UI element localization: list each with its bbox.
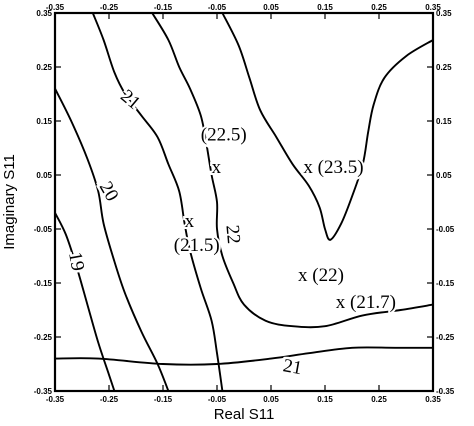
contour-label: 21 [116,86,144,114]
x-tick-label-bottom: 0.15 [317,395,333,404]
contour-labels: 19 20 21 22 21 [62,83,307,382]
x-tick-label-top: 0.05 [263,3,279,12]
x-tick-label-top: -0.15 [154,3,173,12]
y-tick-label-right: 0.35 [436,9,452,18]
contour-line-21 [54,346,434,366]
y-tick-label-left: 0.05 [36,171,52,180]
contour-label: 19 [64,250,88,272]
y-tick-label-left: 0.25 [36,63,52,72]
x-tick-label-bottom: 0.25 [371,395,387,404]
x-tick-label-bottom: -0.15 [154,395,173,404]
point-annotation: (22.5) [201,125,247,146]
contour-line-19 [54,211,116,392]
x-tick-label-bottom: 0.05 [263,395,279,404]
y-tick-label-left: 0.15 [36,117,52,126]
x-tick-label-top: 0.35 [425,3,441,12]
y-tick-label-right: -0.35 [436,387,455,396]
point-annotation: x (23.5) [303,157,363,178]
point-annotation: (21.5) [174,235,220,256]
x-tick-label-top: -0.35 [46,3,65,12]
contour-label: 22 [221,224,244,245]
x-tick-label-top: 0.15 [317,3,333,12]
contour-line-21 [91,12,224,392]
contour-label: 21 [281,355,303,379]
x-tick-label-bottom: -0.05 [208,395,227,404]
x-tick-label-top: -0.25 [100,3,119,12]
contour-lines [54,12,434,392]
axis-ticks: -0.35-0.35-0.25-0.25-0.15-0.15-0.05-0.05… [34,3,455,404]
y-axis-label: Imaginary S11 [1,154,18,250]
x-tick-label-bottom: 0.35 [425,395,441,404]
contour-line-22 [151,12,434,329]
x-tick-label-bottom: -0.25 [100,395,119,404]
x-tick-label-top: -0.05 [208,3,227,12]
y-tick-label-left: -0.35 [34,387,53,396]
y-tick-label-right: 0.05 [436,171,452,180]
point-annotation: x [212,157,222,178]
y-tick-label-left: -0.15 [34,279,53,288]
plot-frame [53,11,435,393]
annotations: (22.5) x x (23.5) x (21.5) x (22) x (21.7) [172,123,398,315]
y-tick-label-right: 0.25 [436,63,452,72]
y-tick-label-right: -0.15 [436,279,455,288]
x-tick-label-bottom: -0.35 [46,395,65,404]
point-annotation: x (21.7) [336,292,396,313]
point-annotation: x (22) [298,265,344,286]
contour-label: 20 [95,178,123,205]
y-tick-label-right: -0.05 [436,225,455,234]
point-annotation: x [185,211,195,232]
y-tick-label-left: -0.25 [34,333,53,342]
y-tick-label-right: 0.15 [436,117,452,126]
x-tick-label-top: 0.25 [371,3,387,12]
y-tick-label-left: 0.35 [36,9,52,18]
contour-line-23 [221,12,434,241]
x-axis-label: Real S11 [214,406,275,423]
y-tick-label-right: -0.25 [436,333,455,342]
y-tick-label-left: -0.05 [34,225,53,234]
contour-line-20 [54,87,170,392]
